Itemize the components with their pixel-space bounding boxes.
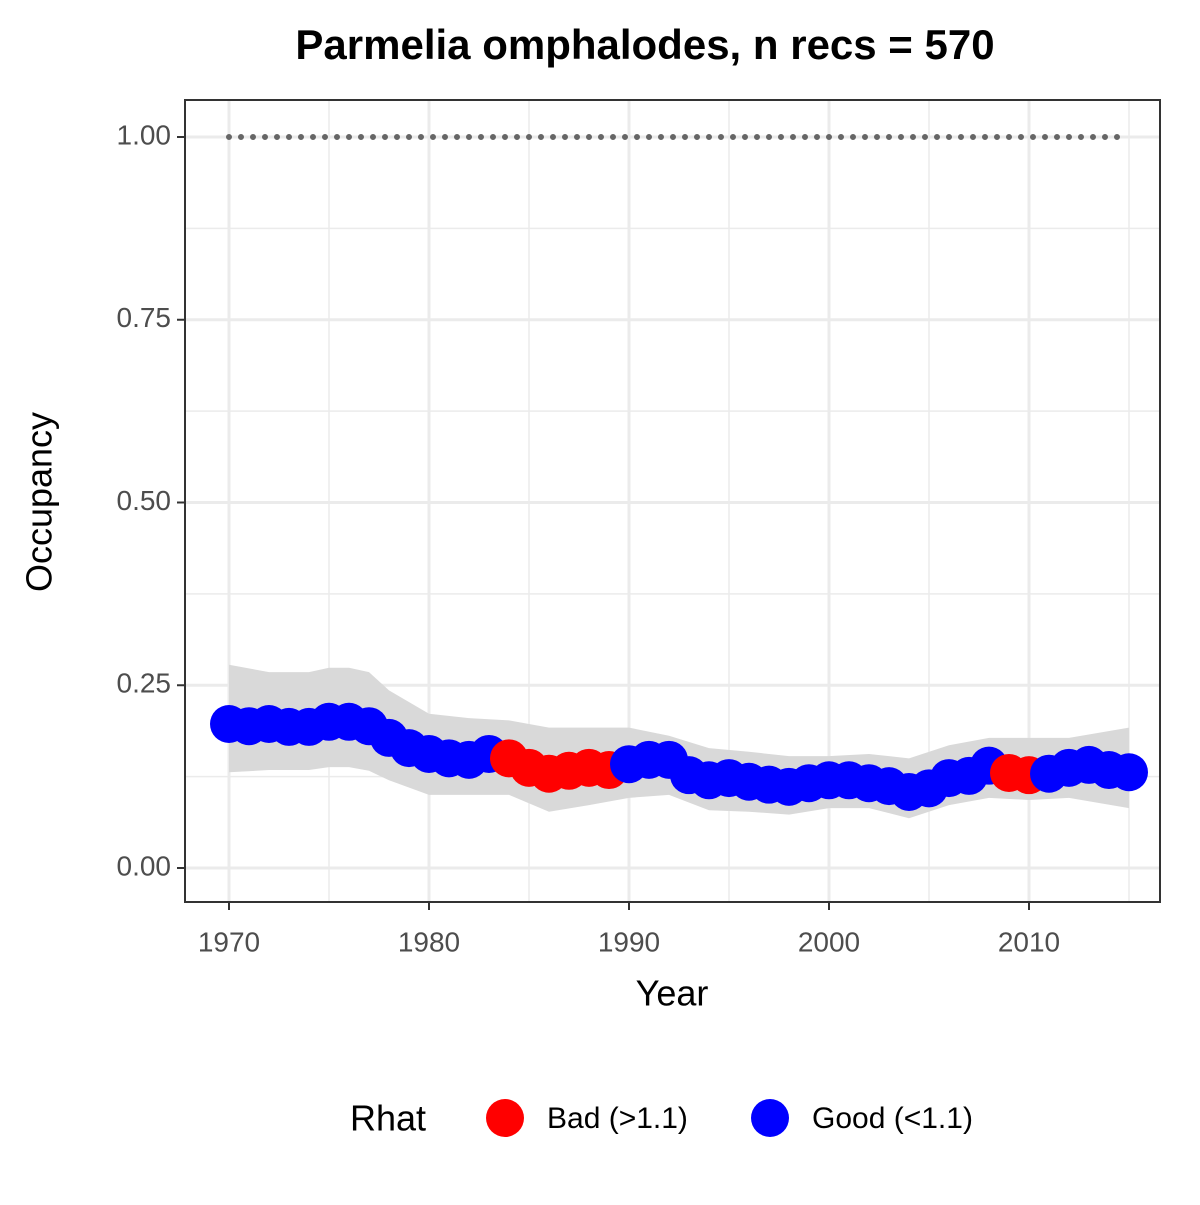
x-tick-label: 2000 bbox=[798, 926, 860, 957]
y-axis-title: Occupancy bbox=[19, 412, 60, 592]
y-tick-label: 0.00 bbox=[117, 850, 172, 881]
x-tick-label: 1980 bbox=[398, 926, 460, 957]
chart-title: Parmelia omphalodes, n recs = 570 bbox=[295, 21, 994, 68]
y-tick-label: 0.50 bbox=[117, 485, 172, 516]
data-point bbox=[1110, 753, 1148, 792]
legend-swatch bbox=[486, 1099, 524, 1137]
x-tick-label: 1970 bbox=[198, 926, 260, 957]
x-axis-title: Year bbox=[636, 973, 709, 1014]
y-tick-label: 0.75 bbox=[117, 302, 172, 333]
panel-border bbox=[184, 99, 1161, 903]
legend-label: Good (<1.1) bbox=[812, 1102, 973, 1135]
x-tick-label: 1990 bbox=[598, 926, 660, 957]
y-tick-label: 0.25 bbox=[117, 668, 172, 699]
x-tick-label: 2010 bbox=[998, 926, 1060, 957]
legend-label: Bad (>1.1) bbox=[547, 1102, 688, 1135]
legend-swatch bbox=[751, 1099, 789, 1137]
legend-title: Rhat bbox=[350, 1098, 426, 1139]
y-tick-label: 1.00 bbox=[117, 119, 172, 150]
